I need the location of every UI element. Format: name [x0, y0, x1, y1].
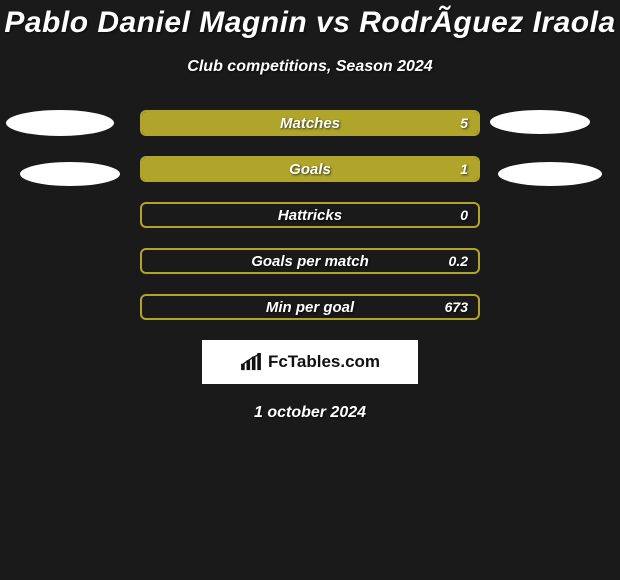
decorative-ellipse: [490, 110, 590, 134]
stat-bar-label: Min per goal: [142, 296, 478, 318]
stat-bar-value: 0: [460, 204, 468, 226]
stat-bar-row: Matches5: [140, 110, 480, 136]
stat-bars: Matches5Goals1Hattricks0Goals per match0…: [140, 110, 480, 320]
decorative-ellipse: [6, 110, 114, 136]
stat-bar-row: Goals per match0.2: [140, 248, 480, 274]
subtitle: Club competitions, Season 2024: [0, 58, 620, 76]
stat-bar-row: Min per goal673: [140, 294, 480, 320]
stat-bar-label: Matches: [142, 112, 478, 134]
stat-bar-value: 0.2: [449, 250, 468, 272]
page-title: Pablo Daniel Magnin vs RodrÃ­guez Iraola: [0, 0, 620, 40]
comparison-area: Matches5Goals1Hattricks0Goals per match0…: [0, 110, 620, 320]
stat-bar-label: Goals: [142, 158, 478, 180]
stat-bar-row: Goals1: [140, 156, 480, 182]
decorative-ellipse: [498, 162, 602, 186]
stat-bar-label: Hattricks: [142, 204, 478, 226]
stat-bar-label: Goals per match: [142, 250, 478, 272]
date-label: 1 october 2024: [0, 404, 620, 422]
stat-bar-value: 673: [445, 296, 468, 318]
stat-bar-value: 1: [460, 158, 468, 180]
brand-text: FcTables.com: [268, 352, 380, 372]
stat-bar-value: 5: [460, 112, 468, 134]
decorative-ellipse: [20, 162, 120, 186]
stat-bar-row: Hattricks0: [140, 202, 480, 228]
bar-chart-icon: [240, 353, 262, 371]
brand-box[interactable]: FcTables.com: [202, 340, 418, 384]
